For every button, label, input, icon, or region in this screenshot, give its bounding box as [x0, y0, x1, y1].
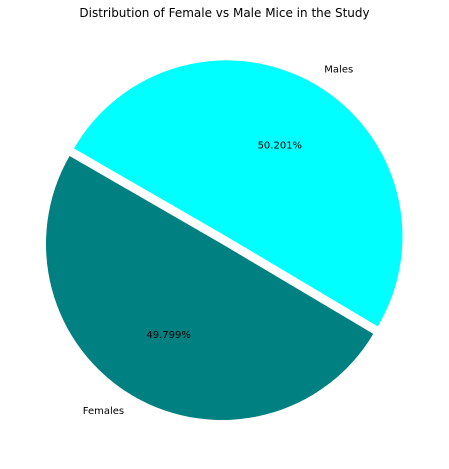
- chart-title: Distribution of Female vs Male Mice in t…: [79, 6, 369, 20]
- slice-percent-females: 49.799%: [146, 330, 191, 341]
- pie-slice-females: [46, 156, 374, 420]
- slice-percent-males: 50.201%: [258, 140, 303, 151]
- labels-layer: Females 49.799% Males 50.201%: [83, 64, 353, 417]
- slice-label-females: Females: [83, 406, 124, 417]
- pie-slice-males: [74, 60, 403, 327]
- slice-label-males: Males: [324, 64, 353, 75]
- slices-layer: [46, 60, 403, 420]
